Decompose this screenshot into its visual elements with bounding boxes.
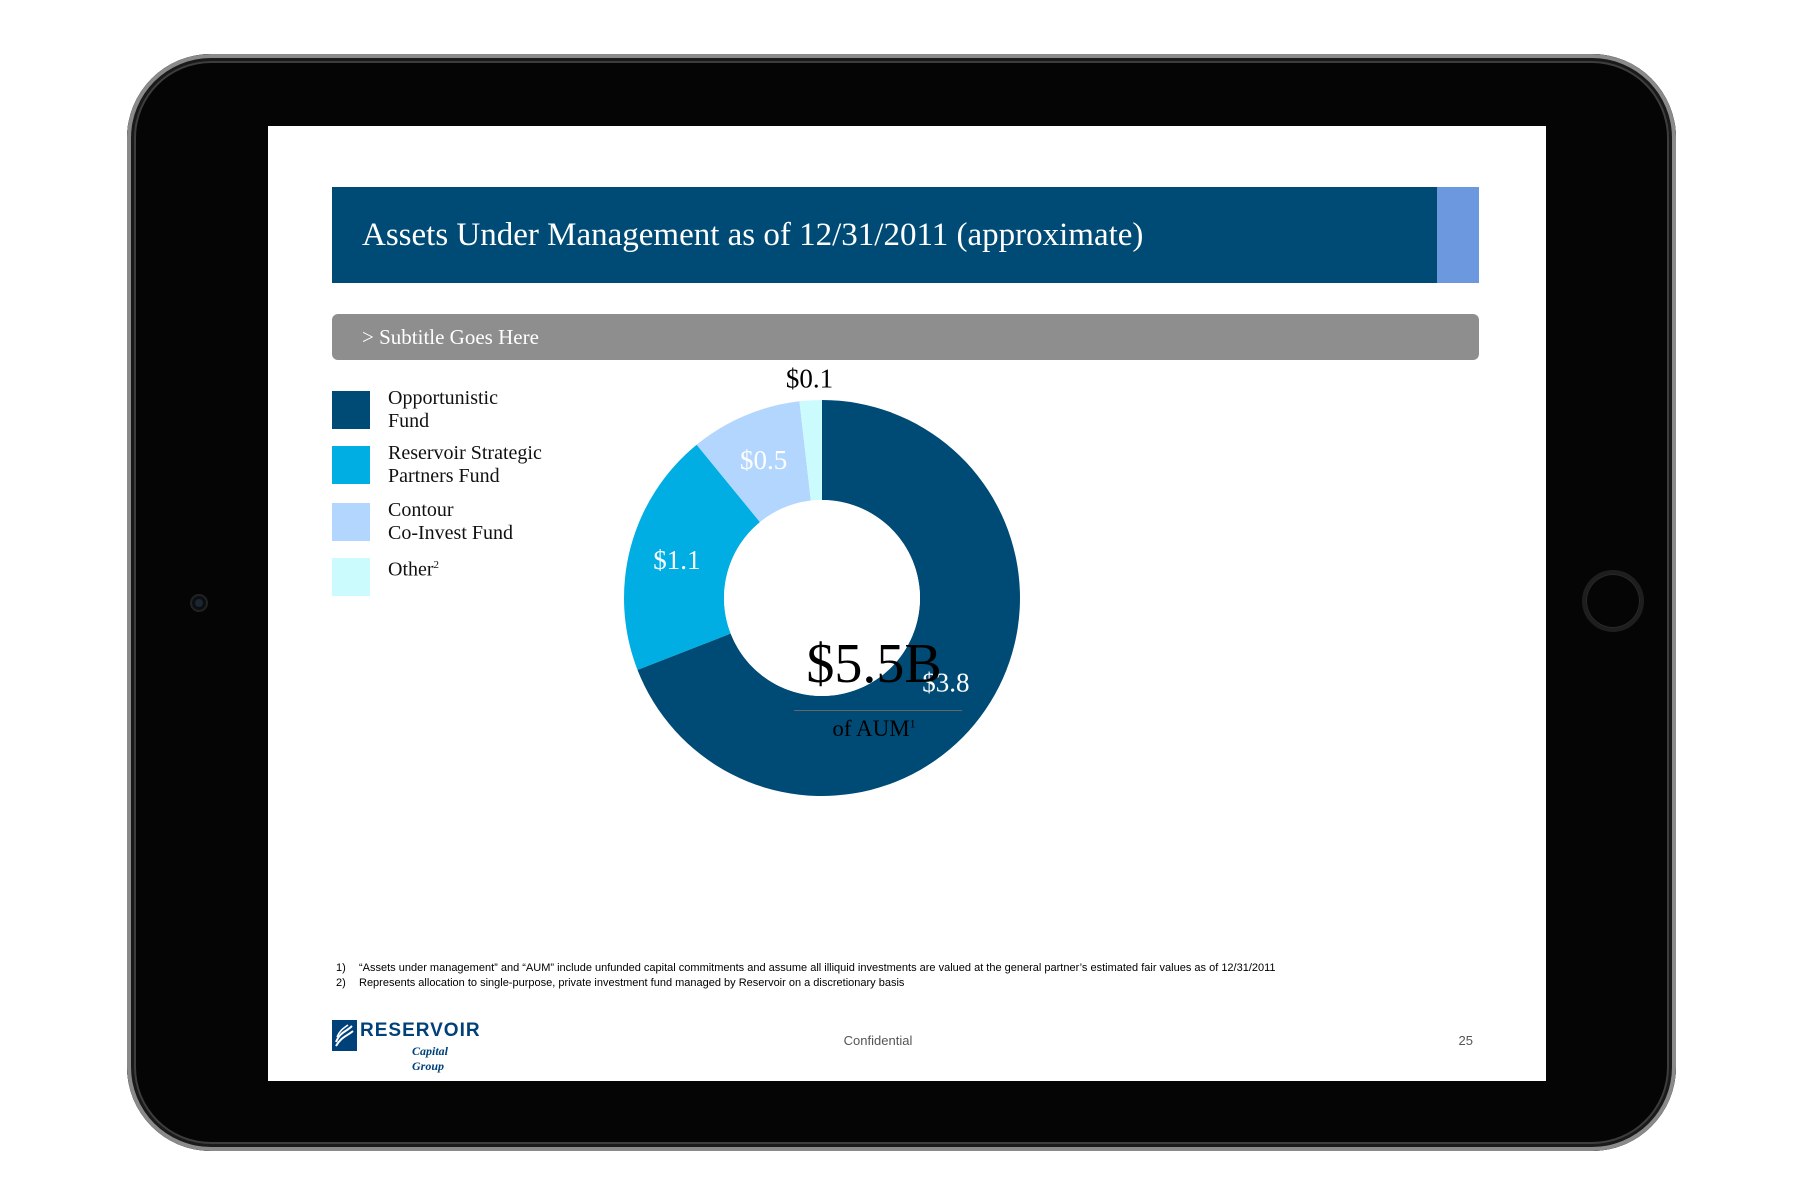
- footnote: 2) Represents allocation to single-purpos…: [336, 976, 1276, 991]
- legend-item: Opportunistic Fund: [332, 387, 592, 435]
- donut-slice: [637, 400, 1020, 796]
- legend-label: Contour Co-Invest Fund: [388, 499, 513, 544]
- logo-subtitle: Capital Group: [412, 1044, 449, 1073]
- legend-label: Reservoir Strategic Partners Fund: [388, 442, 542, 487]
- footnote: 1) “Assets under management” and “AUM” in…: [336, 961, 1276, 976]
- donut-slice: [696, 401, 811, 523]
- footnote-text: Represents allocation to single-purpose,…: [359, 977, 905, 989]
- slice-value-label: $0.5: [740, 445, 787, 475]
- subtitle-bar: > Subtitle Goes Here: [332, 314, 1479, 360]
- legend-label: Opportunistic Fund: [388, 387, 498, 432]
- legend-swatch: [332, 391, 370, 429]
- footnote-number: 1): [336, 962, 346, 974]
- title-bar: Assets Under Management as of 12/31/2011…: [332, 187, 1479, 283]
- footnote-marker: 2: [433, 559, 440, 571]
- home-button[interactable]: [1582, 570, 1644, 632]
- legend-item: Reservoir Strategic Partners Fund: [332, 442, 592, 490]
- logo-name: Reservoir: [360, 1020, 481, 1041]
- legend-swatch: [332, 446, 370, 484]
- logo-mark-icon: [332, 1020, 357, 1051]
- footnote-number: 2): [336, 977, 346, 989]
- total-aum-value: $5.5B: [806, 633, 942, 695]
- slice-value-label: $3.8: [922, 668, 969, 698]
- donut-hole: [724, 500, 920, 696]
- legend-item: Other2: [332, 558, 592, 602]
- slide-subtitle: > Subtitle Goes Here: [362, 325, 539, 349]
- total-aum-caption: of AUM1: [784, 716, 964, 742]
- footnote-marker: 1: [909, 716, 916, 731]
- donut-chart: $3.8 $1.1 $0.5 $0.1: [624, 363, 1020, 796]
- title-accent: [1437, 187, 1479, 283]
- legend-item: Contour Co-Invest Fund: [332, 499, 592, 547]
- donut-slice: [624, 444, 760, 670]
- slide-screen: Assets Under Management as of 12/31/2011…: [268, 126, 1546, 1081]
- slide-title: Assets Under Management as of 12/31/2011…: [362, 217, 1144, 253]
- camera-icon: [192, 596, 206, 610]
- center-divider: [794, 710, 962, 711]
- legend-label: Other2: [388, 554, 439, 582]
- slice-value-label: $0.1: [786, 363, 833, 393]
- legend-swatch: [332, 503, 370, 541]
- donut-slice: [799, 400, 822, 501]
- footnotes: 1) “Assets under management” and “AUM” in…: [336, 961, 1276, 991]
- legend-swatch: [332, 558, 370, 596]
- company-logo: Reservoir Capital Group: [332, 1020, 482, 1073]
- caption-text: of AUM: [832, 716, 910, 741]
- page-number: 25: [1458, 1033, 1473, 1048]
- confidential-label: Confidential: [843, 1033, 913, 1048]
- slice-value-label: $1.1: [653, 545, 700, 575]
- legend-label-text: Other: [388, 558, 434, 581]
- footnote-text: “Assets under management” and “AUM” incl…: [359, 962, 1276, 974]
